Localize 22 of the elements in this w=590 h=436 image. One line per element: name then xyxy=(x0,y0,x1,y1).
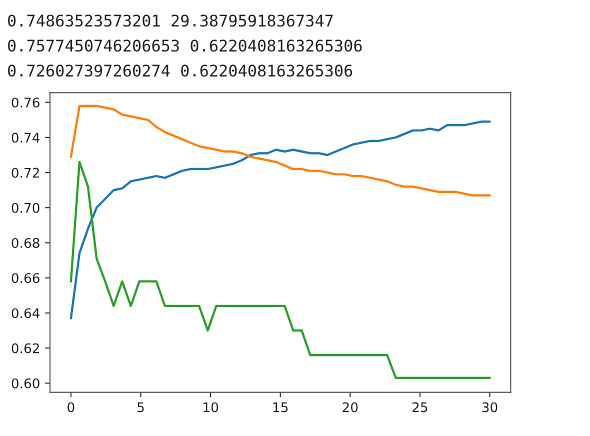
y-tick-label: 0.68 xyxy=(12,238,40,248)
x-tick-label: 15 xyxy=(273,402,288,412)
line-series xyxy=(70,160,491,380)
line-series xyxy=(70,120,491,320)
y-tick-label: 0.60 xyxy=(12,378,40,388)
y-tick-label: 0.66 xyxy=(12,273,40,284)
text: 0.74863523573201 29.38795918367347 xyxy=(8,14,333,27)
x-tick-label: 0 xyxy=(68,402,74,412)
y-tick-label: 0.64 xyxy=(12,308,40,318)
y-tick-label: 0.72 xyxy=(12,168,39,178)
x-tick-label: 25 xyxy=(412,402,428,412)
y-tick-label: 0.62 xyxy=(12,343,39,354)
text: 0.726027397260274 0.6220408163265306 xyxy=(8,64,352,77)
x-tick-label: 30 xyxy=(482,402,498,412)
y-tick-label: 0.74 xyxy=(12,132,40,143)
line-series xyxy=(70,104,491,196)
y-tick-label: 0.70 xyxy=(12,202,40,213)
x-tick-label: 10 xyxy=(204,402,218,412)
x-tick-label: 5 xyxy=(138,402,144,412)
x-tick-label: 20 xyxy=(342,402,358,412)
y-tick-label: 0.76 xyxy=(12,98,40,108)
text: 0.7577450746206653 0.6220408163265306 xyxy=(8,40,362,52)
